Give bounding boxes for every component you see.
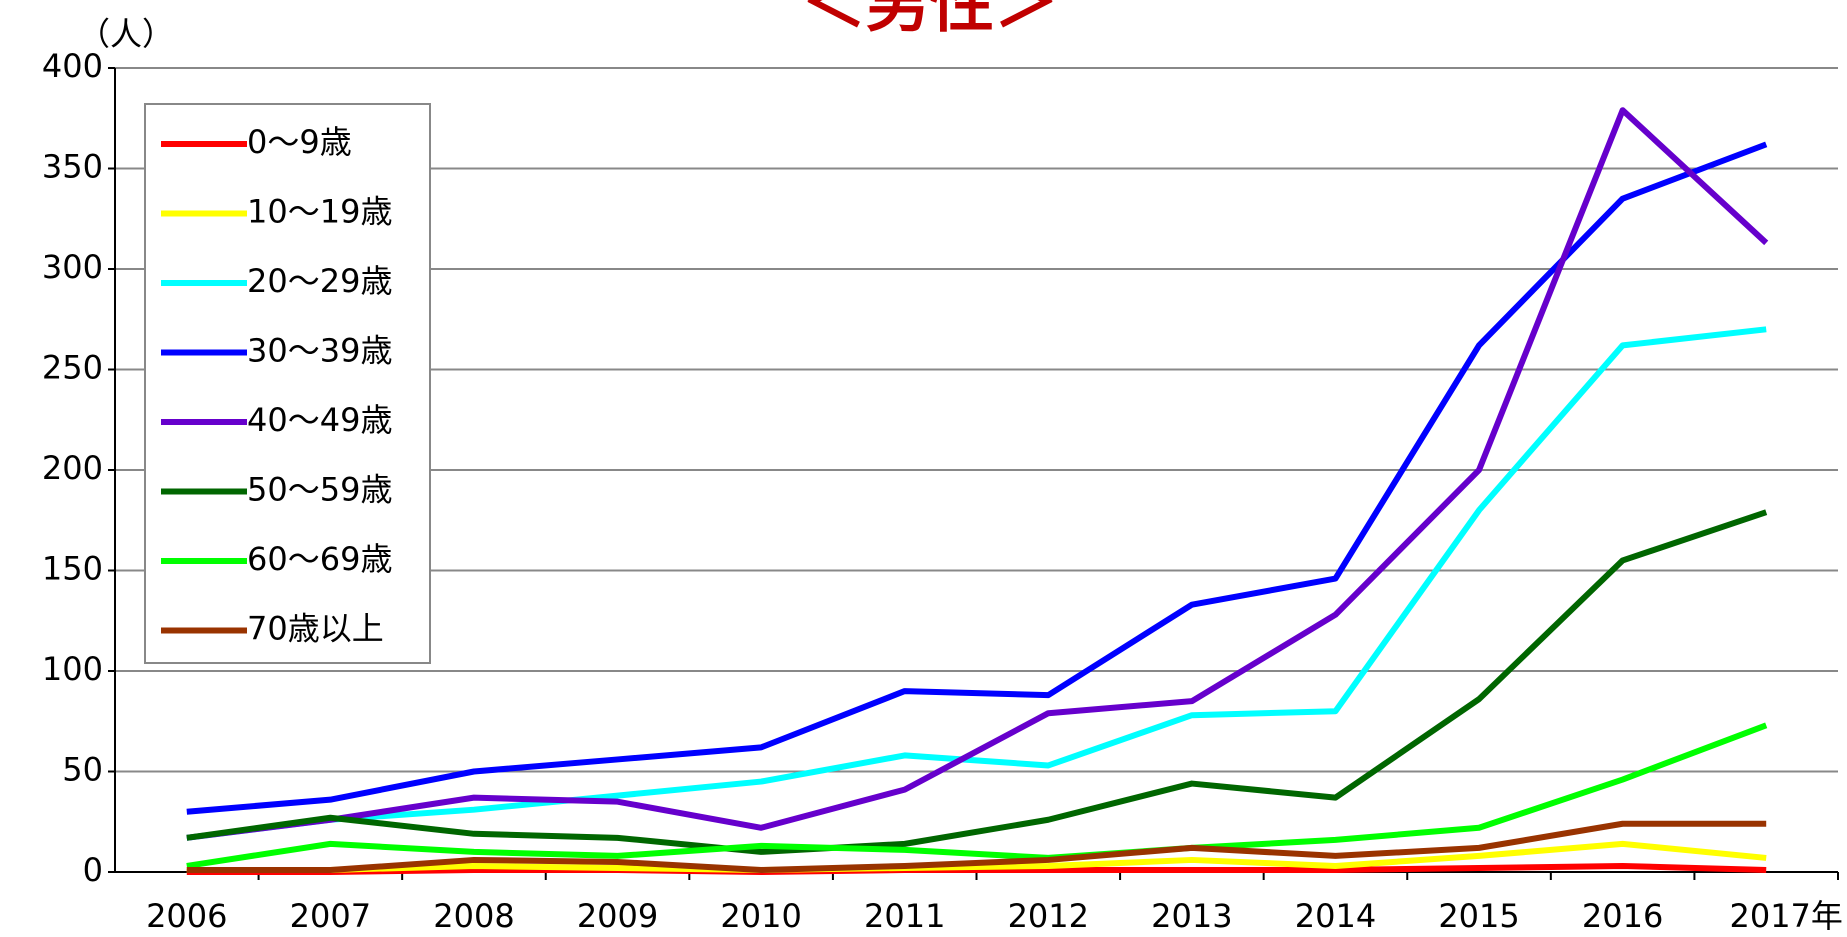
series-line — [186, 722, 1768, 869]
legend-label: 0～9歳 — [247, 123, 352, 161]
x-tick-label: 2013 — [1151, 897, 1232, 935]
legend-label: 70歳以上 — [247, 610, 384, 648]
y-tick-label: 0 — [83, 851, 103, 889]
y-tick-label: 350 — [42, 148, 103, 186]
series-line — [186, 107, 1769, 841]
x-tick-label: 2012 — [1008, 897, 1089, 935]
legend-label: 30～39歳 — [247, 332, 392, 370]
legend-label: 50～59歳 — [247, 471, 392, 509]
chart-title: ＜男性＞ — [802, 0, 1058, 42]
x-tick-label: 2010 — [720, 897, 801, 935]
legend-box — [144, 103, 431, 664]
series-line — [186, 509, 1768, 855]
series-line — [186, 820, 1767, 873]
x-tick-label: 2017年 — [1729, 897, 1842, 935]
x-tick-label: 2011 — [864, 897, 945, 935]
y-tick-label: 300 — [42, 248, 103, 286]
legend-label: 60～69歳 — [247, 540, 392, 578]
x-tick-label: 2014 — [1295, 897, 1376, 935]
series-line — [186, 326, 1767, 841]
series-line — [186, 862, 1767, 875]
x-tick-label: 2016 — [1582, 897, 1663, 935]
series-line — [186, 840, 1767, 873]
y-tick-label: 50 — [62, 751, 103, 789]
legend-label: 20～29歳 — [247, 262, 392, 300]
y-tick-label: 100 — [42, 650, 103, 688]
series-line — [186, 141, 1768, 815]
legend-label: 10～19歳 — [247, 193, 392, 231]
y-tick-label: 200 — [42, 449, 103, 487]
y-tick-label: 400 — [42, 47, 103, 85]
x-tick-label: 2007 — [290, 897, 371, 935]
x-tick-label: 2015 — [1438, 897, 1519, 935]
y-axis-label: （人） — [78, 15, 174, 53]
y-tick-label: 250 — [42, 349, 103, 387]
x-tick-label: 2009 — [577, 897, 658, 935]
x-tick-label: 2008 — [433, 897, 514, 935]
legend-label: 40～49歳 — [247, 401, 392, 439]
y-tick-label: 150 — [42, 550, 103, 588]
x-tick-label: 2006 — [146, 897, 227, 935]
